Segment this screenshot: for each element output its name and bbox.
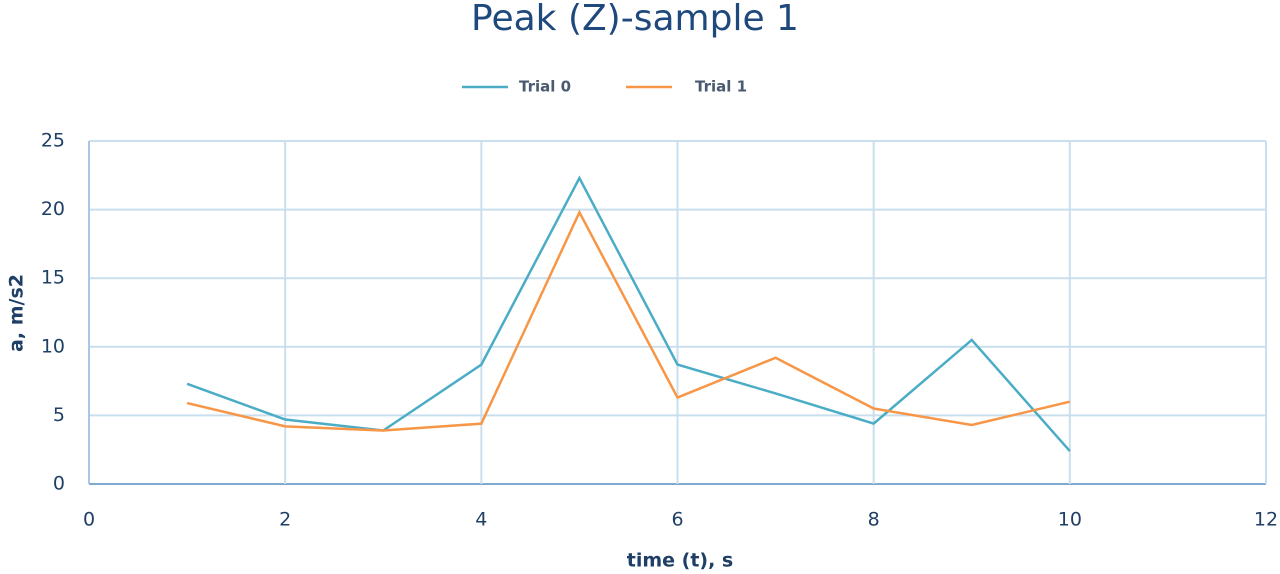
y-tick-label: 5 xyxy=(53,404,65,426)
x-axis-label: time (t), s xyxy=(627,550,734,572)
y-tick-label: 20 xyxy=(41,198,65,220)
series-line xyxy=(186,175,1071,452)
y-tick-label: 25 xyxy=(41,130,65,152)
y-tick-label: 0 xyxy=(53,473,65,495)
y-tick-label: 15 xyxy=(41,267,65,289)
x-tick-label: 2 xyxy=(279,509,291,531)
x-tick-label: 4 xyxy=(475,509,487,531)
x-tick-label: 8 xyxy=(868,509,880,531)
x-tick-label: 0 xyxy=(83,509,95,531)
x-tick-label: 10 xyxy=(1058,509,1082,531)
legend-label: Trial 1 xyxy=(695,78,747,96)
chart-title: Peak (Z)-sample 1 xyxy=(471,0,799,39)
series-line xyxy=(186,209,1071,432)
legend-label: Trial 0 xyxy=(519,78,571,96)
y-axis-label: a, m/s2 xyxy=(6,274,28,352)
x-tick-label: 12 xyxy=(1254,509,1278,531)
x-tick-label: 6 xyxy=(671,509,683,531)
y-tick-label: 10 xyxy=(41,335,65,357)
